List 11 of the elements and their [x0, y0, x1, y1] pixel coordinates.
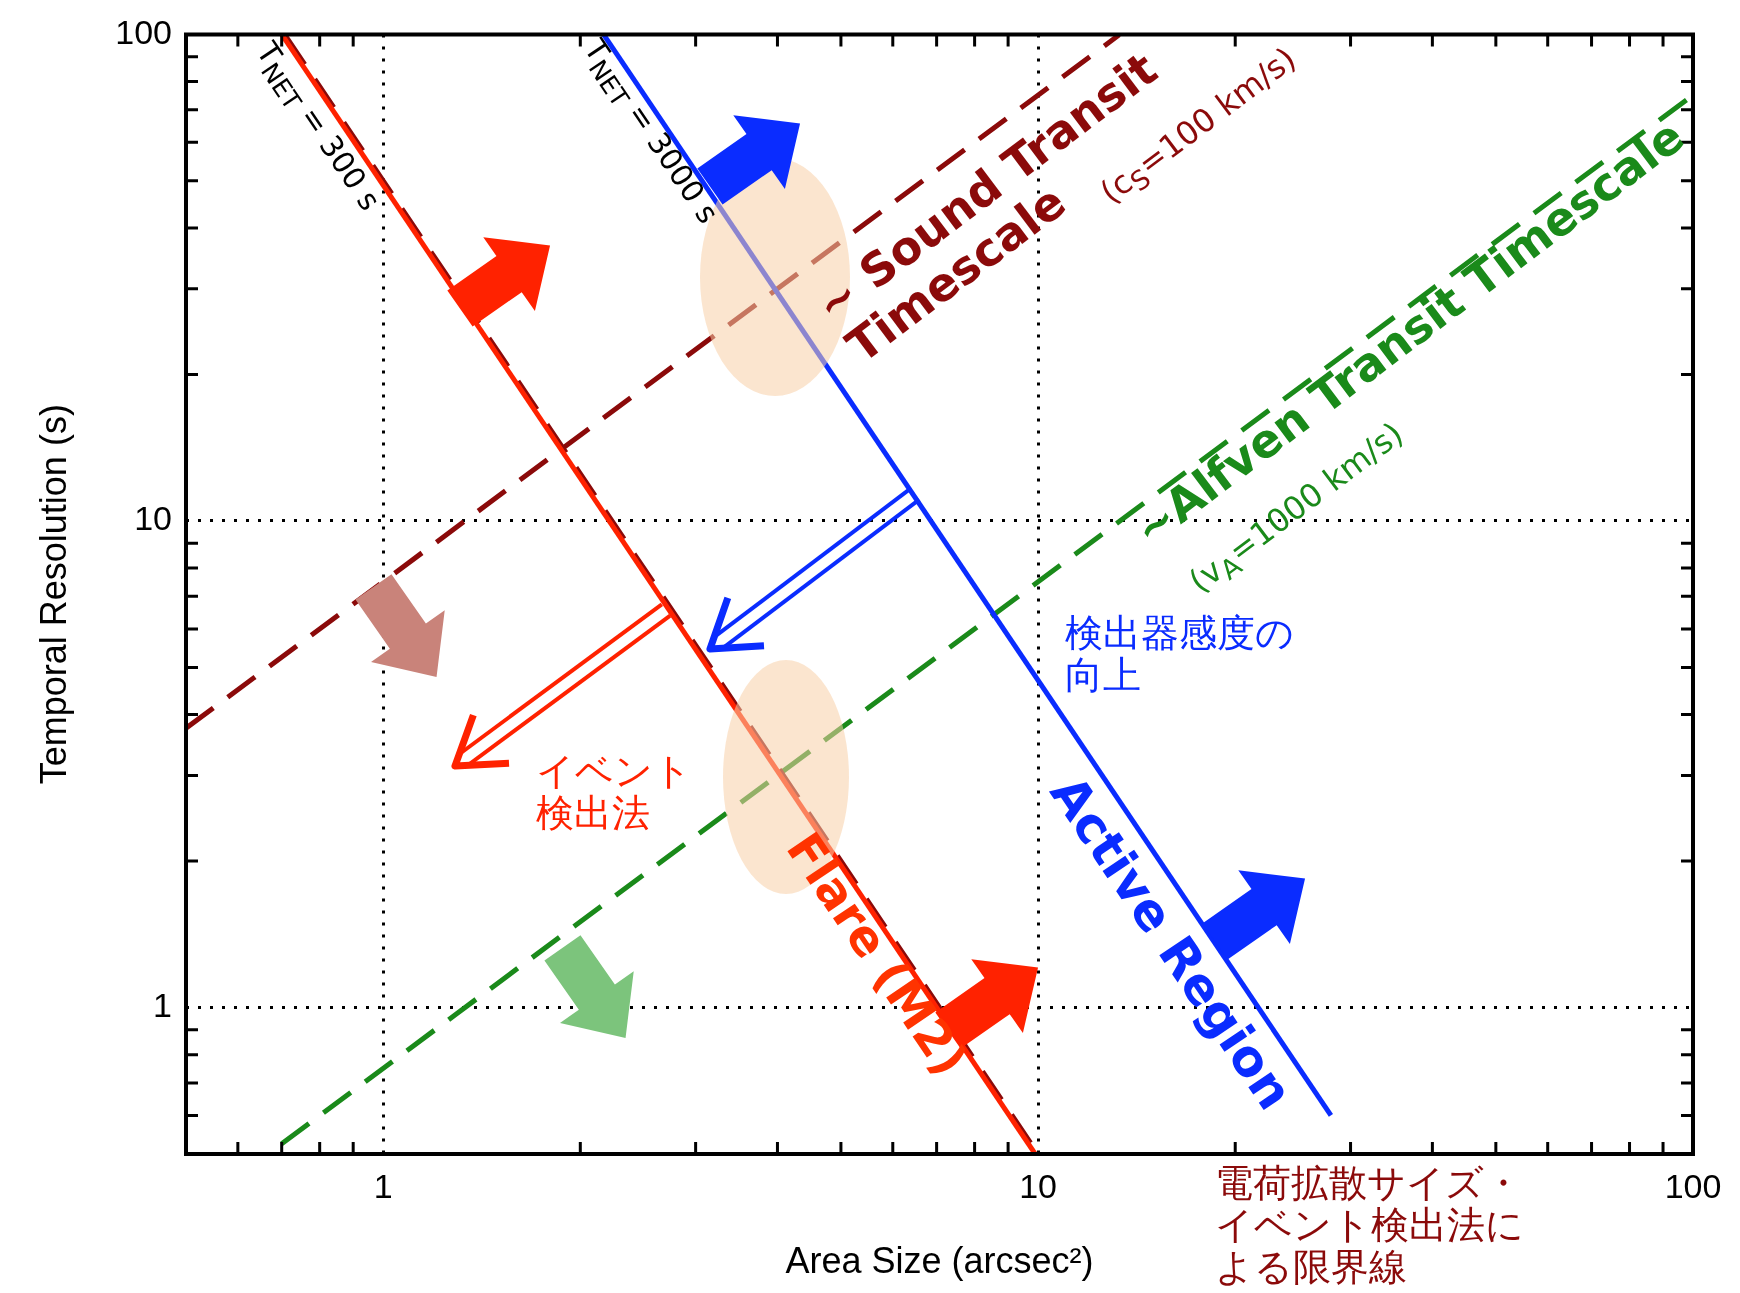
y-axis-title: Temporal Resolution (s) — [32, 404, 74, 785]
y-tick-label: 100 — [115, 12, 172, 51]
x-tick-label: 10 — [1019, 1166, 1057, 1205]
annotation: 検出器感度の向上 — [1065, 611, 1295, 697]
x-axis-title: Area Size (arcsec²) — [785, 1240, 1094, 1282]
y-tick-label: 10 — [134, 499, 172, 538]
annotation: イベント検出法 — [536, 749, 693, 835]
y-tick-label: 1 — [153, 985, 172, 1024]
x-tick-label: 1 — [373, 1166, 393, 1205]
x-tick-label: 100 — [1664, 1166, 1722, 1205]
text: 電荷拡散サイズ・イベント検出法による限界線 — [1215, 1161, 1525, 1289]
